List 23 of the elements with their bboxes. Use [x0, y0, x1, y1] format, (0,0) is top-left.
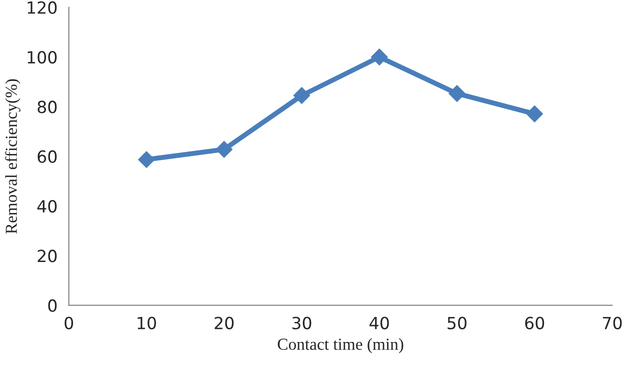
- y-axis-title: Removal efficiency(%): [5, 79, 20, 234]
- x-tick-label: 10: [138, 316, 156, 330]
- x-tick-label: 50: [448, 316, 466, 330]
- y-tick-label: 60: [38, 150, 57, 163]
- x-tick-label: 20: [214, 316, 234, 330]
- x-tick-label: 70: [602, 316, 622, 330]
- point: [370, 48, 388, 66]
- x-tick-label: 40: [370, 316, 389, 330]
- x-tick-label: 30: [292, 316, 312, 330]
- point: [448, 85, 466, 102]
- x-tick-label: 0: [64, 316, 74, 330]
- y-tick-label: 120: [28, 1, 57, 14]
- y-tick-label: 20: [38, 250, 57, 262]
- x-axis-title: Contact time (min): [278, 338, 404, 354]
- y-tick-label: 100: [28, 50, 57, 64]
- y-tick-label: 80: [38, 100, 57, 114]
- point: [138, 151, 155, 168]
- point: [526, 106, 543, 122]
- x-tick-label: 60: [525, 316, 544, 330]
- y-tick-label: 0: [48, 299, 57, 312]
- point: [216, 141, 232, 158]
- y-tick-label: 40: [37, 200, 57, 213]
- point: [293, 87, 310, 104]
